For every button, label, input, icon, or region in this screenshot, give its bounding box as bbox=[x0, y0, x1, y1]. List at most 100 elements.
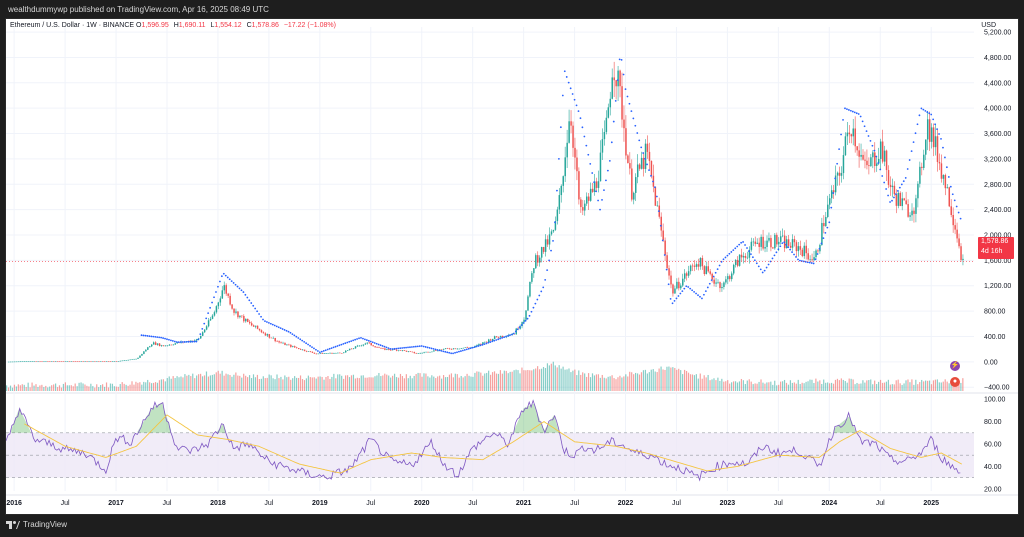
volume-bar bbox=[881, 382, 884, 391]
volume-bar bbox=[9, 385, 12, 391]
volume-bar bbox=[570, 372, 572, 391]
volume-bar bbox=[529, 370, 531, 391]
candle bbox=[272, 337, 274, 339]
sar-dot bbox=[230, 280, 233, 282]
candle bbox=[215, 306, 218, 313]
volume-bar bbox=[488, 370, 490, 391]
volume-bar bbox=[834, 379, 837, 391]
volume-bar bbox=[209, 375, 211, 391]
sar-dot bbox=[285, 329, 288, 332]
volume-bar bbox=[56, 387, 59, 391]
price-tick-label: 5,200.00 bbox=[984, 30, 1011, 37]
volume-bar bbox=[507, 373, 509, 391]
candle bbox=[344, 350, 347, 353]
volume-bar bbox=[885, 381, 888, 391]
candle bbox=[164, 345, 167, 347]
volume-bar bbox=[225, 373, 227, 391]
volume-bar bbox=[911, 379, 913, 391]
candle bbox=[887, 170, 890, 185]
sar-dot bbox=[440, 349, 443, 352]
sar-dot bbox=[315, 348, 317, 351]
volume-bar bbox=[752, 384, 754, 391]
volume-bar bbox=[895, 380, 897, 391]
sar-dot bbox=[334, 345, 337, 348]
rsi-line bbox=[6, 399, 961, 482]
candle bbox=[121, 360, 124, 362]
chart-panel[interactable]: 5,200.00 4,800.00 4,400.00 4,000.00 3,600.00… bbox=[5, 18, 1019, 515]
sar-dot bbox=[426, 346, 429, 349]
volume-bar bbox=[535, 368, 537, 391]
sar-dot bbox=[422, 345, 425, 348]
volume-bar bbox=[352, 374, 355, 391]
rsi-ma-line bbox=[24, 414, 963, 474]
sar-dot bbox=[808, 261, 811, 264]
sar-dot bbox=[753, 259, 756, 262]
volume-bar bbox=[286, 377, 288, 391]
sar-dot bbox=[432, 348, 435, 350]
candle bbox=[119, 360, 122, 362]
volume-bar bbox=[315, 378, 317, 391]
volume-bar bbox=[560, 368, 562, 391]
candle bbox=[584, 203, 586, 211]
volume-bar bbox=[599, 377, 601, 391]
candle bbox=[566, 142, 568, 158]
volume-bar bbox=[746, 380, 748, 391]
volume-bar bbox=[823, 379, 825, 391]
volume-bar bbox=[386, 374, 388, 391]
volume-bar bbox=[137, 382, 139, 391]
candle bbox=[282, 342, 284, 344]
sar-dot bbox=[287, 330, 290, 333]
candle bbox=[636, 164, 639, 178]
candle bbox=[53, 361, 55, 362]
sar-dot bbox=[557, 158, 560, 160]
volume-bar bbox=[135, 381, 137, 391]
sar-dot bbox=[695, 292, 697, 295]
candle bbox=[925, 139, 927, 155]
candle bbox=[656, 205, 659, 207]
volume-bar bbox=[848, 378, 850, 391]
volume-bar bbox=[41, 384, 43, 391]
candle bbox=[621, 86, 623, 120]
time-tick-label: Jul bbox=[468, 500, 477, 507]
candle bbox=[542, 247, 545, 252]
volume-bar bbox=[962, 378, 964, 391]
sar-dot bbox=[650, 174, 652, 177]
volume-bar bbox=[840, 378, 842, 391]
candle bbox=[478, 344, 480, 346]
candle bbox=[366, 342, 369, 344]
lightning-icon[interactable]: ⚡ bbox=[950, 361, 960, 371]
chart-svg[interactable]: 5,200.00 4,800.00 4,400.00 4,000.00 3,600.00… bbox=[6, 19, 1018, 514]
sar-dot bbox=[512, 332, 515, 335]
candle bbox=[685, 273, 688, 276]
volume-bar bbox=[513, 370, 515, 391]
candle bbox=[586, 196, 588, 204]
volume-bar bbox=[21, 384, 23, 391]
volume-bar bbox=[879, 379, 882, 391]
volume-bar bbox=[439, 375, 441, 391]
candle bbox=[156, 343, 159, 345]
candle bbox=[460, 348, 463, 349]
candle bbox=[327, 353, 329, 354]
candle bbox=[560, 185, 563, 196]
candle bbox=[427, 351, 429, 353]
candle bbox=[799, 246, 802, 250]
time-tick-label: Jul bbox=[672, 500, 681, 507]
candle bbox=[764, 246, 766, 249]
candle bbox=[693, 265, 696, 267]
volume-bar bbox=[540, 368, 543, 391]
candle bbox=[950, 206, 952, 215]
volume-bar bbox=[799, 384, 801, 391]
volume-bar bbox=[376, 375, 378, 391]
flag-icon[interactable]: ● bbox=[950, 377, 960, 387]
sar-dot bbox=[787, 246, 790, 249]
sar-dot bbox=[618, 58, 621, 61]
sar-dot bbox=[358, 337, 360, 340]
candle bbox=[535, 255, 537, 269]
sar-dot bbox=[546, 269, 549, 272]
candle bbox=[25, 361, 28, 362]
volume-bar bbox=[664, 369, 666, 391]
volume-bar bbox=[909, 382, 911, 391]
sar-dot bbox=[755, 262, 758, 265]
sar-dot bbox=[430, 347, 433, 350]
high-value: 1,690.11 bbox=[178, 22, 206, 29]
